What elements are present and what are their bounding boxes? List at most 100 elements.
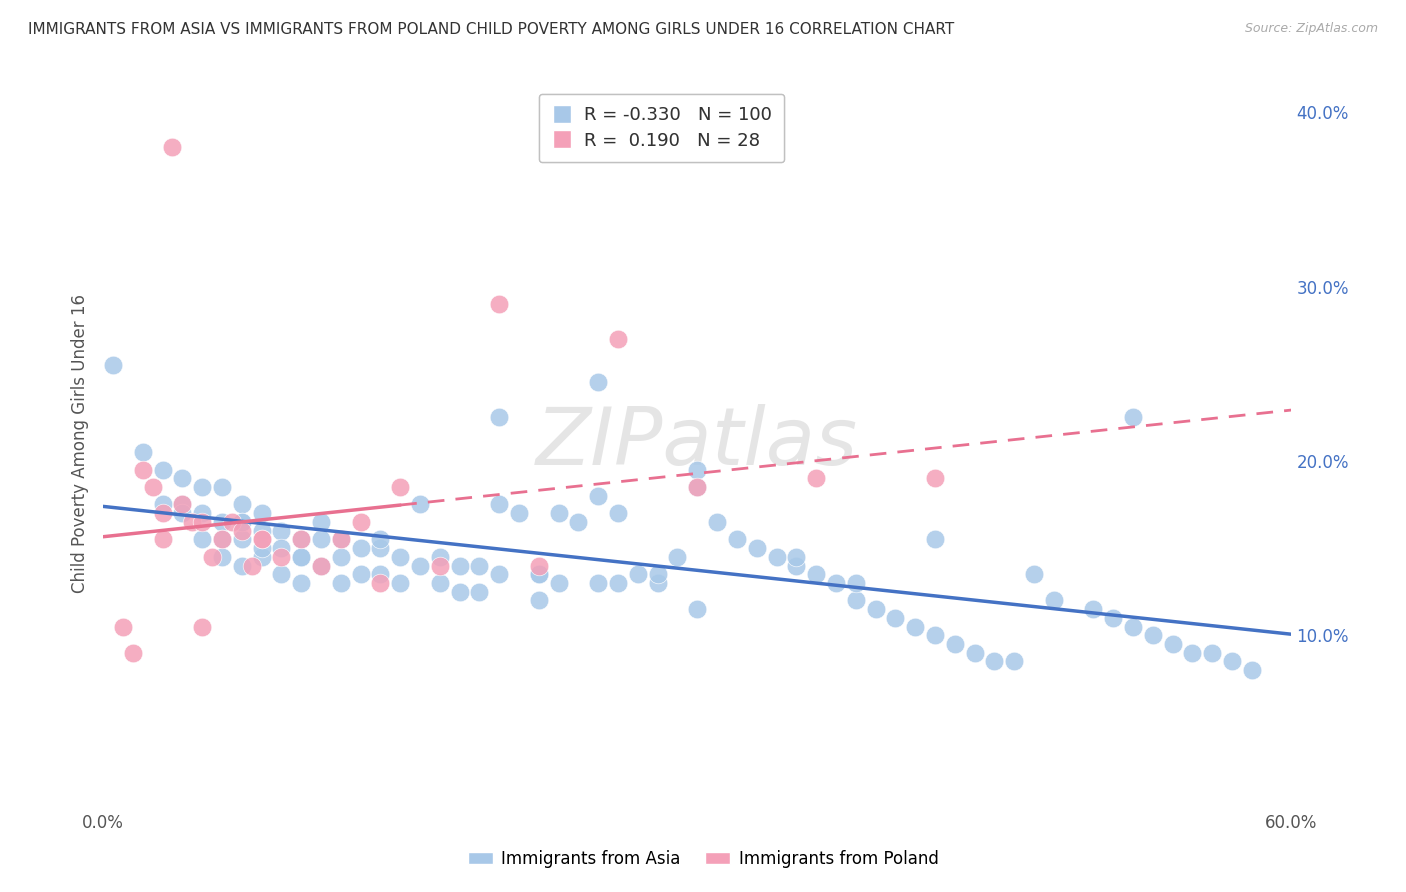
Text: Source: ZipAtlas.com: Source: ZipAtlas.com <box>1244 22 1378 36</box>
Point <box>607 506 630 520</box>
Point <box>162 140 184 154</box>
Point <box>101 358 124 372</box>
Point <box>211 480 233 494</box>
Point <box>250 541 273 555</box>
Point <box>527 567 550 582</box>
Point <box>983 654 1005 668</box>
Point <box>240 558 263 573</box>
Point <box>191 480 214 494</box>
Point <box>250 524 273 538</box>
Point <box>1122 619 1144 633</box>
Point <box>1220 654 1243 668</box>
Point <box>468 584 491 599</box>
Point <box>943 637 966 651</box>
Point <box>250 533 273 547</box>
Point <box>1042 593 1064 607</box>
Point <box>290 533 312 547</box>
Point <box>686 480 709 494</box>
Point <box>221 515 243 529</box>
Point <box>429 576 451 591</box>
Point <box>904 619 927 633</box>
Point <box>1022 567 1045 582</box>
Point <box>211 533 233 547</box>
Point <box>647 576 669 591</box>
Point <box>1122 410 1144 425</box>
Point <box>785 558 807 573</box>
Point <box>181 515 204 529</box>
Point <box>349 541 371 555</box>
Point <box>172 498 194 512</box>
Point <box>172 471 194 485</box>
Point <box>370 567 392 582</box>
Point <box>1201 646 1223 660</box>
Point <box>804 567 827 582</box>
Point <box>468 558 491 573</box>
Point <box>231 558 253 573</box>
Point <box>121 646 143 660</box>
Point <box>1240 663 1263 677</box>
Point <box>250 549 273 564</box>
Point <box>725 533 748 547</box>
Point <box>845 593 868 607</box>
Y-axis label: Child Poverty Among Girls Under 16: Child Poverty Among Girls Under 16 <box>72 294 89 593</box>
Point <box>666 549 689 564</box>
Point <box>588 576 610 591</box>
Point <box>449 558 471 573</box>
Point <box>329 533 352 547</box>
Point <box>270 524 292 538</box>
Point <box>191 533 214 547</box>
Point <box>429 549 451 564</box>
Point <box>429 558 451 573</box>
Point <box>1161 637 1184 651</box>
Point <box>152 498 174 512</box>
Point <box>607 332 630 346</box>
Legend: R = -0.330   N = 100, R =  0.190   N = 28: R = -0.330 N = 100, R = 0.190 N = 28 <box>538 94 785 162</box>
Point <box>111 619 134 633</box>
Point <box>449 584 471 599</box>
Point <box>409 558 432 573</box>
Point <box>290 549 312 564</box>
Point <box>845 576 868 591</box>
Point <box>201 549 224 564</box>
Point <box>804 471 827 485</box>
Point <box>211 515 233 529</box>
Point <box>488 567 510 582</box>
Point <box>370 533 392 547</box>
Point <box>231 498 253 512</box>
Point <box>309 533 332 547</box>
Point <box>1002 654 1025 668</box>
Point <box>607 576 630 591</box>
Point <box>349 515 371 529</box>
Point <box>567 515 589 529</box>
Point <box>349 567 371 582</box>
Point <box>231 515 253 529</box>
Point <box>508 506 530 520</box>
Point <box>231 524 253 538</box>
Point <box>329 549 352 564</box>
Point <box>309 558 332 573</box>
Point <box>231 515 253 529</box>
Point <box>191 506 214 520</box>
Point <box>191 619 214 633</box>
Point <box>963 646 986 660</box>
Text: ZIPatlas: ZIPatlas <box>536 404 858 483</box>
Point <box>1102 611 1125 625</box>
Point <box>389 480 412 494</box>
Point <box>527 567 550 582</box>
Point <box>488 297 510 311</box>
Point <box>152 462 174 476</box>
Point <box>370 541 392 555</box>
Point <box>172 506 194 520</box>
Point <box>309 558 332 573</box>
Point <box>686 462 709 476</box>
Text: IMMIGRANTS FROM ASIA VS IMMIGRANTS FROM POLAND CHILD POVERTY AMONG GIRLS UNDER 1: IMMIGRANTS FROM ASIA VS IMMIGRANTS FROM … <box>28 22 955 37</box>
Point <box>290 576 312 591</box>
Point <box>231 533 253 547</box>
Point <box>270 541 292 555</box>
Point <box>270 549 292 564</box>
Point <box>706 515 728 529</box>
Point <box>1142 628 1164 642</box>
Point <box>647 567 669 582</box>
Point <box>329 576 352 591</box>
Legend: Immigrants from Asia, Immigrants from Poland: Immigrants from Asia, Immigrants from Po… <box>461 844 945 875</box>
